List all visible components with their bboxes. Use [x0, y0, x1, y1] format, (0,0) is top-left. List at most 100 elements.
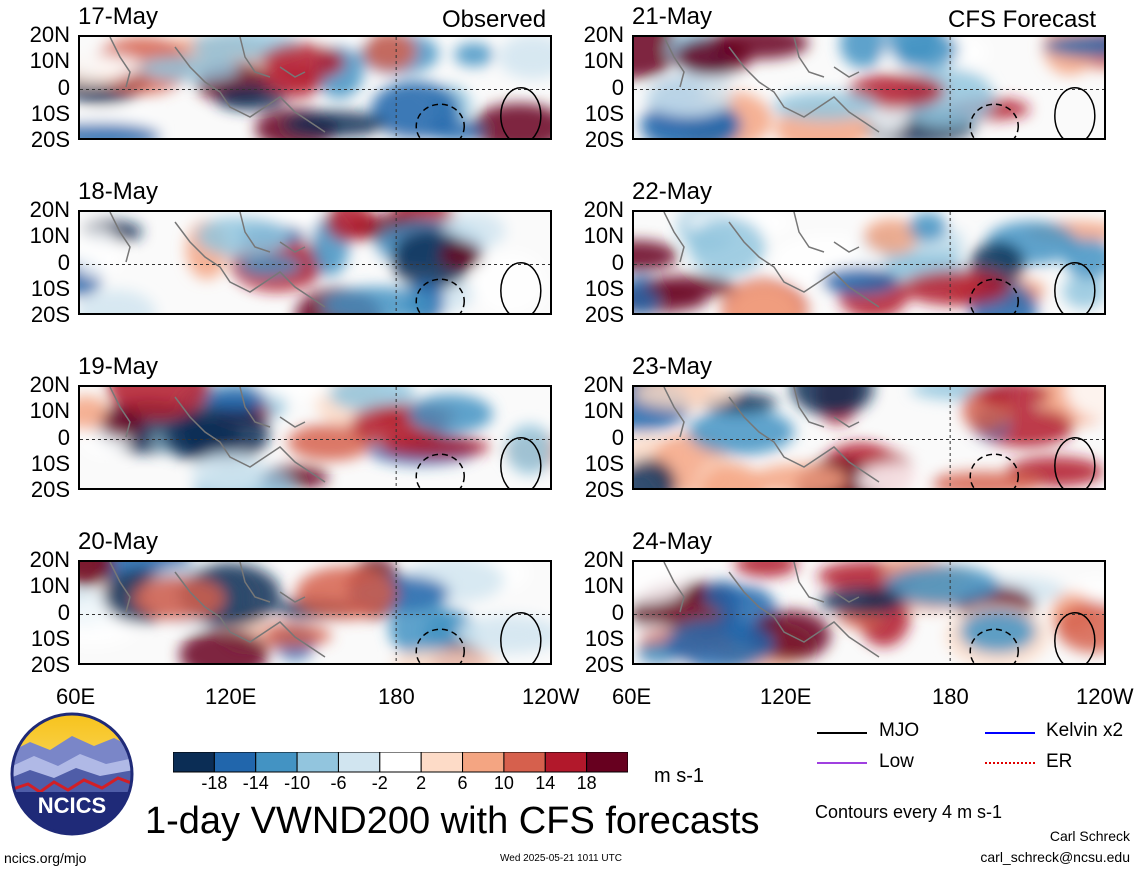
colorbar-swatch: [296, 751, 339, 773]
lon-label-60e-right: 60E: [612, 684, 652, 709]
lon-label-120w-right: 120W: [1076, 686, 1134, 708]
colorbar-tick-label: 2: [416, 773, 427, 793]
low-legend-label: Low: [879, 751, 914, 772]
mjo-negative-contour: [969, 103, 1019, 138]
lat-label: 10N: [29, 48, 70, 74]
mjo-legend-line: [817, 732, 867, 734]
coastline: [109, 387, 326, 483]
footer-author: Carl Schreck: [1049, 828, 1130, 844]
mjo-negative-contour: [969, 453, 1019, 488]
contours-note: Contours every 4 m s-1: [815, 802, 1003, 822]
mjo-negative-contour: [415, 103, 465, 138]
map-panel: [78, 210, 552, 315]
lat-label: 20N: [583, 22, 624, 47]
panel-date-label: 17-May: [78, 3, 159, 30]
map-panel: [632, 385, 1106, 490]
coastline: [109, 562, 326, 658]
colorbar-swatch: [255, 751, 298, 773]
lat-label: 20S: [30, 477, 70, 502]
lat-label: 10S: [584, 625, 624, 651]
lat-label: 20S: [584, 477, 624, 502]
lat-label: 20S: [584, 652, 624, 677]
lat-label: 20N: [583, 372, 624, 397]
lon-label-120w: 120W: [522, 684, 580, 709]
lat-label: 10S: [30, 275, 70, 301]
lat-label: 0: [57, 249, 70, 275]
colorbar-tick-label: 18: [576, 773, 597, 793]
colorbar-tick-label: 10: [493, 773, 514, 793]
lat-label: 20S: [584, 302, 624, 327]
lat-label: 20N: [583, 547, 624, 572]
ncics-logo: NCICS: [10, 712, 134, 836]
colorbar-tick-label: -2: [371, 773, 388, 793]
footer-url: ncics.org/mjo: [4, 850, 87, 866]
map-panel: [78, 35, 552, 140]
lat-label: 10N: [29, 223, 70, 249]
kelvin-legend-line: [985, 732, 1035, 734]
colorbar-tick-label: -18: [201, 773, 228, 793]
mjo-contour: [500, 437, 542, 488]
panel-date-label: 18-May: [78, 178, 159, 205]
panel-date-label: 23-May: [632, 353, 713, 380]
logo-text: NCICS: [38, 793, 106, 818]
kelvin-legend-label: Kelvin x2: [1046, 720, 1124, 741]
colorbar-tick-label: -6: [330, 773, 347, 793]
footer-email: carl_schreck@ncsu.edu: [980, 849, 1130, 865]
lat-label: 20S: [30, 652, 70, 677]
mjo-negative-contour: [969, 628, 1019, 663]
panel-date-label: 22-May: [632, 178, 713, 205]
lat-label: 20S: [584, 127, 624, 152]
panel-date-label: 19-May: [78, 353, 159, 380]
lat-label: 20S: [30, 127, 70, 152]
colorbar: [172, 751, 629, 779]
lon-label-180-right: 180: [932, 684, 969, 709]
lon-label-120e-right: 120E: [760, 684, 812, 709]
mjo-contour: [500, 612, 542, 663]
lat-label: 10N: [29, 398, 70, 424]
lat-label: 10N: [583, 48, 624, 74]
colorbar-tick-label: 14: [535, 773, 556, 793]
colorbar-swatch: [379, 751, 422, 773]
figure-title: 1-day VWND200 with CFS forecasts: [145, 800, 760, 842]
mjo-contour: [1054, 612, 1096, 663]
lon-label-60e: 60E: [56, 684, 96, 709]
colorbar-swatch: [503, 751, 546, 773]
map-panel: [78, 560, 552, 665]
colorbar-tick-label: -14: [242, 773, 269, 793]
mjo-negative-contour: [969, 278, 1019, 313]
colorbar-swatch: [420, 751, 464, 773]
lat-label: 10N: [583, 223, 624, 249]
colorbar-units: m s-1: [654, 765, 704, 787]
lat-label: 20N: [29, 372, 70, 397]
map-panel: [632, 35, 1106, 140]
coastline: [663, 387, 880, 483]
lat-label: 10S: [30, 450, 70, 476]
er-legend-label: ER: [1046, 751, 1073, 772]
colorbar-swatch: [337, 751, 381, 773]
mjo-contour: [1054, 87, 1096, 138]
lat-label: 20N: [29, 22, 70, 47]
colorbar-tick-label: 6: [457, 773, 468, 793]
colorbar-swatch: [586, 751, 629, 773]
colorbar-swatch: [462, 751, 505, 773]
lat-label: 0: [611, 599, 624, 625]
low-legend-line: [817, 762, 867, 764]
lat-label: 20N: [29, 197, 70, 222]
mjo-negative-contour: [415, 453, 465, 488]
mjo-contour: [500, 87, 542, 138]
mjo-contour: [1054, 262, 1096, 313]
colorbar-swatch: [544, 751, 588, 773]
panel-date-label: 21-May: [632, 3, 713, 30]
lat-label: 10N: [583, 398, 624, 424]
er-legend-line: [985, 762, 1035, 764]
panel-date-label: 20-May: [78, 528, 159, 555]
mjo-contour: [500, 262, 542, 313]
lat-label: 10N: [583, 573, 624, 599]
forecast-header: CFS Forecast: [948, 6, 1097, 33]
mjo-negative-contour: [415, 628, 465, 663]
coastline: [663, 562, 880, 658]
lat-label: 20S: [30, 302, 70, 327]
colorbar-swatch: [213, 751, 257, 773]
lat-label: 10S: [30, 100, 70, 126]
coastline: [663, 37, 880, 133]
